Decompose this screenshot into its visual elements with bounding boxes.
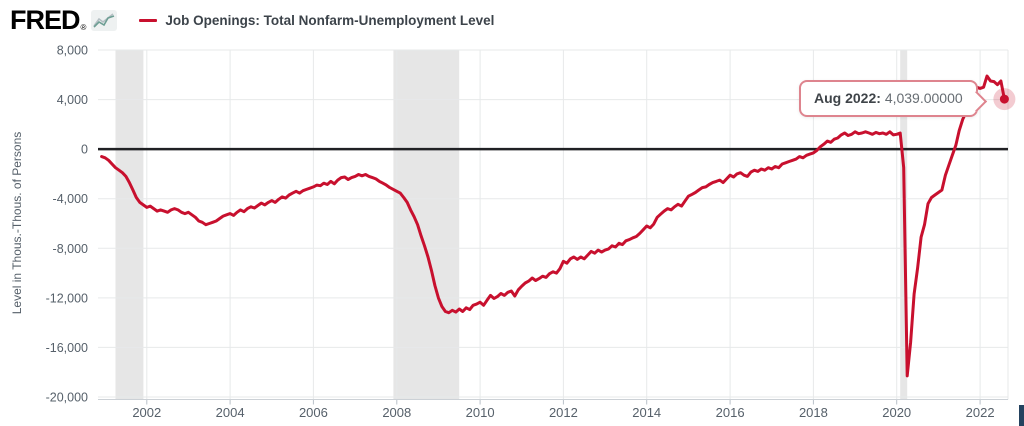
- x-tick-label: 2020: [882, 405, 911, 420]
- highlight-dot[interactable]: [999, 94, 1009, 104]
- recession-band: [393, 50, 460, 400]
- fred-logo[interactable]: FRED ®: [10, 5, 118, 35]
- x-tick-label: 2002: [132, 405, 161, 420]
- y-tick-label: 8,000: [57, 44, 88, 58]
- chart-header: FRED ® Job Openings: Total Nonfarm-Unemp…: [10, 5, 494, 35]
- y-tick-label: -12,000: [46, 291, 88, 305]
- x-tick-label: 2018: [799, 405, 828, 420]
- y-tick-label: -8,000: [53, 242, 88, 256]
- scrollbar-thumb-fragment[interactable]: [1019, 405, 1024, 426]
- recession-band: [115, 50, 144, 400]
- legend-series-label: Job Openings: Total Nonfarm-Unemployment…: [165, 12, 495, 28]
- x-tick-label: 2008: [382, 405, 411, 420]
- x-tick-label: 2016: [716, 405, 745, 420]
- x-tick-label: 2006: [299, 405, 328, 420]
- x-tick-label: 2010: [466, 405, 495, 420]
- x-tick-label: 2022: [966, 405, 995, 420]
- y-tick-label: -4,000: [53, 192, 88, 206]
- y-tick-label: -16,000: [46, 341, 88, 355]
- fred-logo-text: FRED: [10, 5, 80, 35]
- tooltip: Aug 2022: 4,039.00000: [799, 80, 978, 117]
- y-axis-title: Level in Thous.-Thous. of Persons: [10, 131, 24, 315]
- y-tick-label: -20,000: [46, 391, 88, 405]
- x-tick-label: 2012: [549, 405, 578, 420]
- x-tick-label: 2004: [216, 405, 245, 420]
- legend-line-swatch: [139, 18, 158, 22]
- tooltip-value: 4,039.00000: [884, 90, 963, 106]
- fred-sparkline-icon: [91, 9, 118, 31]
- chart-legend: Job Openings: Total Nonfarm-Unemployment…: [139, 13, 494, 28]
- x-tick-label: 2014: [632, 405, 661, 420]
- data-line: [100, 74, 1006, 378]
- y-tick-label: 4,000: [57, 93, 88, 107]
- registered-mark: ®: [80, 23, 87, 32]
- tooltip-date-label: Aug 2022:: [814, 90, 881, 106]
- y-tick-label: 0: [81, 143, 88, 157]
